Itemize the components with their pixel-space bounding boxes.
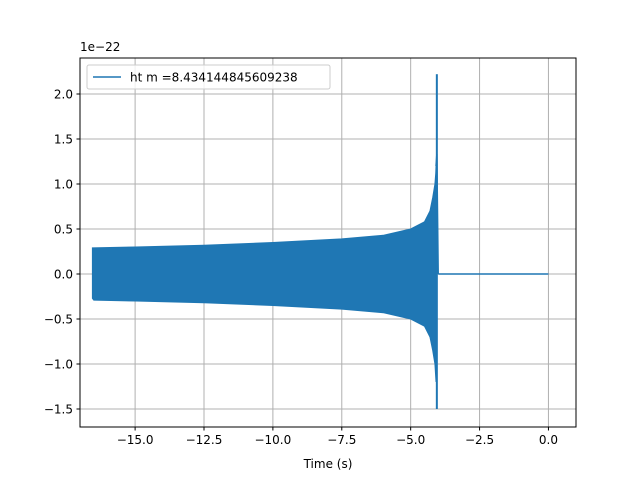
x-tick-label: −5.0: [396, 433, 425, 447]
x-tick-label: −2.5: [465, 433, 494, 447]
x-ticks: −15.0 −12.5 −10.0 −7.5 −5.0 −2.5 0.0: [117, 427, 558, 447]
y-tick-label: 1.0: [54, 178, 73, 192]
series-layer: [91, 74, 549, 409]
y-tick-label: −0.5: [44, 313, 73, 327]
legend-box: [86, 64, 331, 90]
y-tick-label: 1.5: [54, 133, 73, 147]
legend: ht m =8.434144845609238: [86, 64, 331, 90]
x-tick-label: 0.0: [539, 433, 558, 447]
y-ticks: −1.5 −1.0 −0.5 0.0 0.5 1.0 1.5 2.0: [44, 88, 80, 417]
x-tick-label: −7.5: [327, 433, 356, 447]
y-tick-label: −1.5: [44, 403, 73, 417]
y-offset-label: 1e−22: [80, 40, 120, 54]
x-tick-label: −12.5: [186, 433, 223, 447]
plot-frame: [79, 57, 577, 428]
y-tick-label: 0.5: [54, 223, 73, 237]
merger-spike: [435, 74, 438, 409]
y-tick-label: 2.0: [54, 88, 73, 102]
y-tick-label: 0.0: [54, 268, 73, 282]
y-tick-label: −1.0: [44, 358, 73, 372]
ringdown-tail: [435, 154, 439, 275]
legend-entry-label: ht m =8.434144845609238: [130, 71, 298, 85]
x-tick-label: −15.0: [117, 433, 154, 447]
x-tick-label: −10.0: [254, 433, 291, 447]
x-axis-label: Time (s): [303, 457, 353, 471]
